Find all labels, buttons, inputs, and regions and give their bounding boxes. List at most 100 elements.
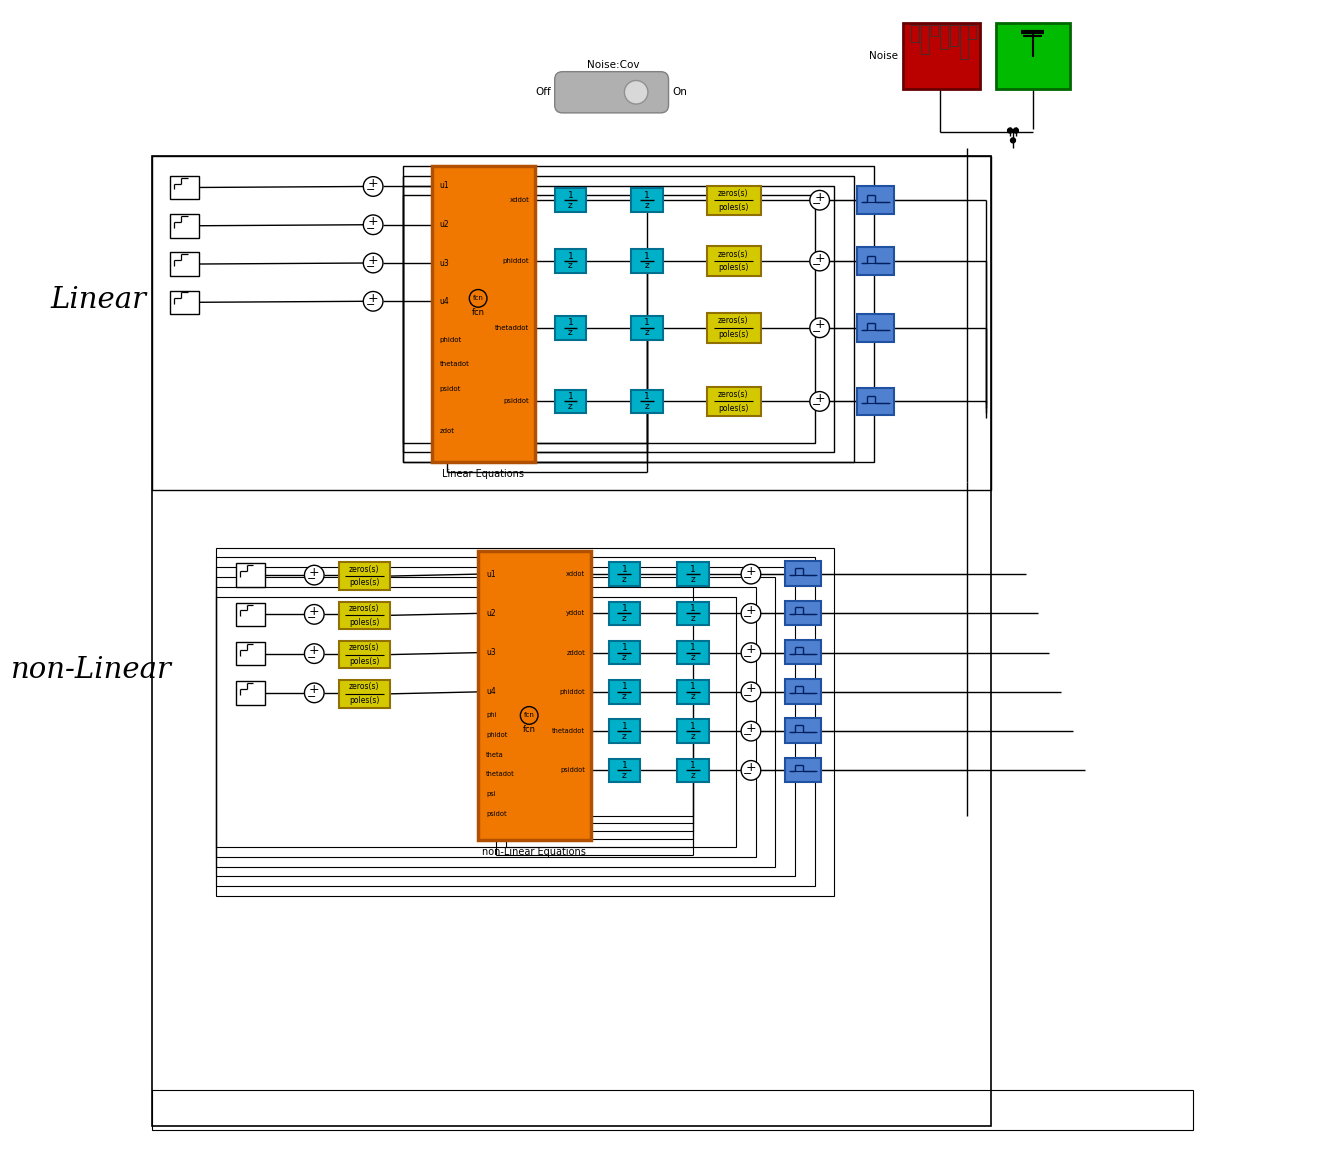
Text: zeros(s): zeros(s) — [349, 564, 380, 574]
Text: zddot: zddot — [566, 650, 586, 656]
Text: thetadot: thetadot — [486, 771, 515, 778]
Text: z: z — [568, 402, 572, 411]
Bar — [706, 186, 761, 215]
Text: +: + — [814, 190, 825, 204]
Text: +: + — [745, 760, 756, 774]
Bar — [968, 24, 976, 39]
Bar — [911, 24, 919, 42]
Text: Linear Equations: Linear Equations — [442, 469, 525, 479]
Text: −: − — [744, 612, 753, 622]
Text: z: z — [622, 731, 627, 741]
Text: 1: 1 — [622, 643, 627, 652]
Text: zeros(s): zeros(s) — [349, 683, 380, 692]
Circle shape — [741, 643, 761, 663]
Text: +: + — [368, 176, 378, 190]
Text: 1: 1 — [622, 760, 627, 770]
Text: Linear: Linear — [50, 287, 146, 315]
Text: u3: u3 — [486, 648, 495, 657]
Bar — [478, 550, 591, 841]
Bar — [857, 388, 894, 416]
Text: 1: 1 — [691, 722, 696, 730]
Bar — [631, 188, 663, 212]
Bar — [216, 586, 756, 857]
Text: 1: 1 — [644, 318, 649, 327]
Text: z: z — [691, 575, 696, 584]
Bar — [170, 252, 199, 276]
Text: non-Linear Equations: non-Linear Equations — [482, 846, 586, 857]
Bar — [903, 22, 980, 89]
Circle shape — [304, 605, 324, 625]
Bar — [706, 387, 761, 416]
Text: non-Linear: non-Linear — [11, 656, 171, 684]
Bar — [216, 597, 736, 846]
Bar — [402, 166, 874, 462]
Bar — [339, 680, 390, 707]
Text: 1: 1 — [567, 318, 574, 327]
Circle shape — [624, 80, 648, 104]
Bar — [631, 316, 663, 339]
Text: z: z — [691, 692, 696, 701]
Text: zeros(s): zeros(s) — [718, 390, 749, 399]
Bar — [236, 603, 266, 626]
Bar — [677, 680, 709, 704]
Text: +: + — [745, 643, 756, 656]
Bar — [555, 390, 586, 413]
Text: fcn: fcn — [471, 308, 485, 317]
Text: u4: u4 — [486, 687, 495, 697]
Text: +: + — [745, 564, 756, 578]
Text: psidot: psidot — [440, 385, 461, 391]
Circle shape — [810, 318, 830, 338]
Bar — [785, 562, 821, 586]
Bar — [677, 641, 709, 664]
Bar — [402, 186, 834, 453]
Text: +: + — [745, 722, 756, 735]
Text: poles(s): poles(s) — [718, 404, 749, 413]
Circle shape — [741, 721, 761, 741]
Text: +: + — [745, 683, 756, 695]
Text: +: + — [368, 253, 378, 267]
Bar — [339, 601, 390, 629]
Text: yddot: yddot — [566, 611, 586, 616]
Bar — [677, 720, 709, 743]
Text: 1: 1 — [622, 564, 627, 574]
Bar — [857, 187, 894, 214]
Text: −: − — [307, 613, 316, 623]
Text: u1: u1 — [440, 181, 449, 190]
Bar — [402, 195, 815, 442]
Circle shape — [741, 760, 761, 780]
Text: phidot: phidot — [440, 337, 462, 342]
Text: xddot: xddot — [566, 571, 586, 577]
Text: Noise:Cov: Noise:Cov — [587, 60, 640, 70]
Text: z: z — [568, 201, 572, 210]
Text: poles(s): poles(s) — [718, 330, 749, 339]
Bar — [555, 188, 586, 212]
Text: psiddot: psiddot — [503, 398, 529, 404]
Text: thetaddot: thetaddot — [495, 325, 529, 331]
Text: thetaddot: thetaddot — [552, 728, 586, 734]
Bar — [940, 24, 948, 49]
Circle shape — [304, 565, 324, 585]
Bar — [631, 250, 663, 273]
Bar — [608, 562, 640, 586]
Text: +: + — [309, 644, 320, 657]
Bar — [216, 548, 834, 896]
Circle shape — [810, 391, 830, 411]
Text: 1: 1 — [567, 252, 574, 261]
Text: 1: 1 — [644, 252, 649, 261]
Text: On: On — [672, 87, 688, 98]
Bar — [608, 601, 640, 625]
Text: fcn: fcn — [523, 724, 535, 734]
Bar — [706, 246, 761, 276]
Text: 1: 1 — [622, 722, 627, 730]
Text: 1: 1 — [691, 564, 696, 574]
Text: −: − — [307, 692, 316, 701]
Text: z: z — [622, 652, 627, 662]
Text: z: z — [691, 731, 696, 741]
Bar — [339, 641, 390, 669]
Text: +: + — [309, 605, 320, 618]
Bar — [170, 175, 199, 200]
Text: −: − — [744, 574, 753, 583]
Bar — [236, 682, 266, 705]
Bar — [706, 313, 761, 342]
Text: −: − — [744, 730, 753, 740]
